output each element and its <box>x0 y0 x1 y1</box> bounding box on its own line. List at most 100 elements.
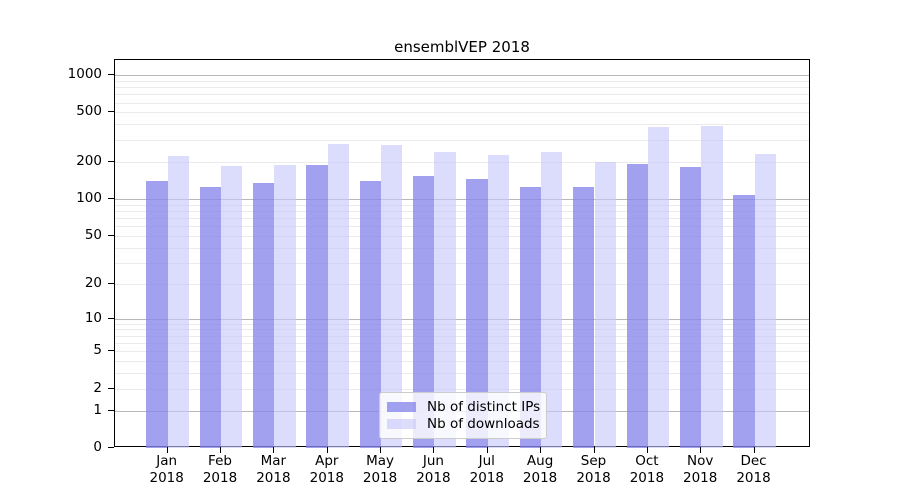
bar-nb-of-downloads-nov <box>701 125 723 448</box>
bar-nb-of-distinct-ips-aug <box>519 186 542 448</box>
minor-gridline <box>115 226 809 228</box>
minor-gridline <box>115 361 809 363</box>
bar-nb-of-downloads-jul <box>487 155 510 448</box>
x-tick-label-jul: Jul 2018 <box>469 453 504 486</box>
y-tick-label: 500 <box>76 103 102 120</box>
bar-nb-of-downloads-oct <box>647 127 670 448</box>
legend-item-distinct-ips: Nb of distinct IPs <box>387 399 541 415</box>
bar-nb-of-distinct-ips-may <box>359 180 382 448</box>
bar-nb-of-distinct-ips-nov <box>679 167 702 448</box>
minor-gridline <box>115 204 809 206</box>
x-tick-label-apr: Apr 2018 <box>309 453 344 486</box>
x-tick-mark <box>380 447 382 453</box>
bar-nb-of-downloads-sep <box>594 162 616 448</box>
y-tick-mark <box>108 197 114 199</box>
y-tick-label: 1 <box>93 401 102 418</box>
y-tick-mark <box>108 447 114 448</box>
bar-nb-of-downloads-jan <box>167 156 190 448</box>
bar-nb-of-distinct-ips-mar <box>253 183 275 448</box>
bar-nb-of-distinct-ips-feb <box>199 187 222 448</box>
bar-nb-of-downloads-may <box>381 144 403 448</box>
x-tick-mark <box>540 447 542 453</box>
minor-gridline <box>115 217 809 219</box>
legend-swatch-downloads <box>387 419 416 429</box>
x-tick-mark <box>220 447 221 453</box>
x-tick-mark <box>700 447 702 453</box>
y-tick-mark <box>108 111 114 113</box>
minor-gridline <box>115 323 809 325</box>
y-tick-mark <box>108 160 114 162</box>
y-tick-label: 0 <box>93 439 102 455</box>
major-gridline <box>115 318 809 320</box>
minor-gridline <box>115 80 809 82</box>
x-tick-label-may: May 2018 <box>362 453 398 486</box>
bar-nb-of-downloads-jun <box>434 152 456 448</box>
x-tick-mark <box>166 447 168 453</box>
minor-gridline <box>115 329 809 331</box>
bar-nb-of-downloads-mar <box>274 164 296 448</box>
y-tick-label: 1000 <box>67 66 102 82</box>
x-tick-label-jan: Jan 2018 <box>149 453 184 486</box>
y-tick-label: 20 <box>84 274 102 291</box>
bar-nb-of-distinct-ips-sep <box>573 187 595 448</box>
minor-gridline <box>115 139 809 141</box>
legend-label-distinct-ips: Nb of distinct IPs <box>427 399 541 415</box>
x-tick-label-nov: Nov 2018 <box>683 453 718 486</box>
x-tick-label-feb: Feb 2018 <box>202 453 238 486</box>
minor-gridline <box>115 262 809 264</box>
bar-nb-of-downloads-feb <box>221 165 243 448</box>
bar-nb-of-distinct-ips-apr <box>306 165 328 448</box>
bar-nb-of-downloads-aug <box>541 151 563 448</box>
x-tick-label-oct: Oct 2018 <box>629 453 665 486</box>
minor-gridline <box>115 388 809 390</box>
minor-gridline <box>115 112 809 114</box>
y-tick-mark <box>108 387 114 389</box>
y-tick-label: 10 <box>84 309 102 326</box>
y-tick-mark <box>108 282 114 284</box>
minor-gridline <box>115 161 809 163</box>
legend-label-downloads: Nb of downloads <box>427 416 540 432</box>
y-tick-mark <box>108 409 114 411</box>
minor-gridline <box>115 373 809 375</box>
y-tick-mark <box>108 317 114 319</box>
minor-gridline <box>115 94 809 96</box>
minor-gridline <box>115 102 809 104</box>
x-tick-mark <box>273 447 275 453</box>
bar-nb-of-distinct-ips-jul <box>466 179 488 448</box>
x-tick-label-jun: Jun 2018 <box>416 453 451 486</box>
y-tick-mark <box>108 350 114 352</box>
x-tick-label-aug: Aug 2018 <box>522 453 558 486</box>
plot-area <box>114 59 810 448</box>
minor-gridline <box>115 210 809 212</box>
minor-gridline <box>115 343 809 344</box>
chart-title: ensemblVEP 2018 <box>394 38 530 56</box>
minor-gridline <box>115 335 809 337</box>
bar-nb-of-distinct-ips-oct <box>626 164 648 448</box>
x-tick-label-dec: Dec 2018 <box>736 453 771 486</box>
x-tick-mark <box>646 447 648 453</box>
x-tick-mark <box>433 447 435 453</box>
bar-nb-of-distinct-ips-jun <box>413 175 435 448</box>
minor-gridline <box>115 351 809 353</box>
y-tick-mark <box>108 74 114 75</box>
major-gridline <box>115 198 809 200</box>
legend-swatch-distinct-ips <box>387 402 416 412</box>
major-gridline <box>115 75 809 76</box>
y-tick-label: 50 <box>84 226 102 243</box>
x-tick-mark <box>753 447 755 453</box>
x-tick-label-mar: Mar 2018 <box>256 453 291 486</box>
minor-gridline <box>115 87 809 89</box>
x-tick-label-sep: Sep 2018 <box>576 453 611 486</box>
minor-gridline <box>115 247 809 249</box>
legend-item-downloads: Nb of downloads <box>387 416 540 432</box>
legend: Nb of distinct IPs Nb of downloads <box>379 392 547 439</box>
x-tick-mark <box>326 447 328 453</box>
bar-nb-of-downloads-apr <box>327 144 350 448</box>
minor-gridline <box>115 235 809 237</box>
y-tick-mark <box>108 234 114 236</box>
bar-nb-of-distinct-ips-jan <box>146 180 168 448</box>
y-tick-label: 5 <box>93 342 102 359</box>
minor-gridline <box>115 283 809 285</box>
bar-nb-of-downloads-dec <box>754 154 776 448</box>
